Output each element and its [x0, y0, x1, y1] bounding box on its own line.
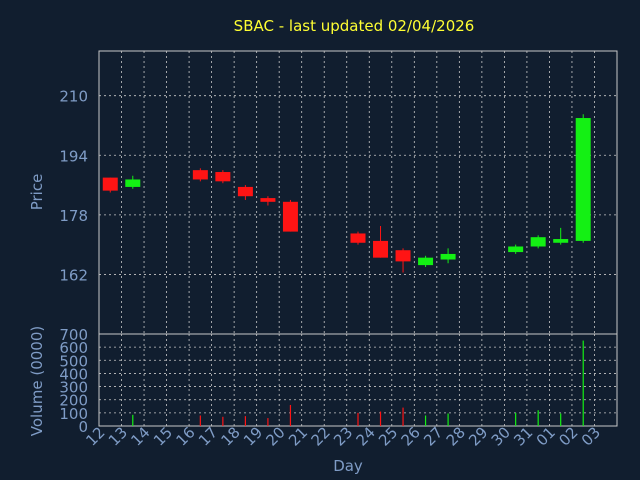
- candle-body: [282, 201, 298, 232]
- candle-body: [237, 186, 253, 197]
- candle-body: [215, 172, 231, 182]
- candles: [102, 114, 591, 273]
- price-tick-label: 210: [59, 88, 88, 106]
- price-y-ticks: 162 178 194 210: [59, 88, 88, 285]
- price-grid: [99, 51, 617, 334]
- candle-body: [553, 239, 569, 243]
- volume-tick-label: 300: [59, 379, 88, 397]
- volume-tick-label: 600: [59, 339, 88, 357]
- volume-bars: [132, 340, 584, 426]
- volume-tick-label: 0: [78, 418, 88, 436]
- price-panel: 162 178 194 210 Price: [28, 50, 618, 335]
- price-tick-label: 162: [59, 266, 88, 284]
- candle-body: [575, 118, 591, 241]
- candle-body: [440, 253, 456, 260]
- volume-grid: [99, 334, 617, 426]
- chart-title: SBAC - last updated 02/04/2026: [234, 17, 475, 35]
- volume-tick-label: 200: [59, 392, 88, 410]
- candle-body: [530, 237, 546, 247]
- candle-body: [192, 170, 208, 180]
- candle-body: [260, 198, 276, 202]
- volume-tick-label: 500: [59, 352, 88, 370]
- volume-tick-label: 100: [59, 405, 88, 423]
- candle-body: [373, 240, 389, 258]
- x-axis-ticks: 1213141516171819202122232425262728293031…: [82, 423, 604, 449]
- price-tick-label: 194: [59, 147, 88, 165]
- volume-tick-label: 700: [59, 326, 88, 344]
- candle-body: [350, 233, 366, 243]
- candle-body: [125, 179, 141, 187]
- candle-body: [508, 246, 524, 253]
- price-axis-label: Price: [28, 174, 46, 211]
- x-axis-label: Day: [333, 457, 363, 475]
- volume-axis-label: Volume (0000): [28, 326, 46, 436]
- candle-body: [418, 257, 434, 266]
- volume-tick-label: 400: [59, 365, 88, 383]
- candle-body: [395, 250, 411, 262]
- candle-body: [102, 177, 118, 191]
- price-tick-label: 178: [59, 207, 88, 225]
